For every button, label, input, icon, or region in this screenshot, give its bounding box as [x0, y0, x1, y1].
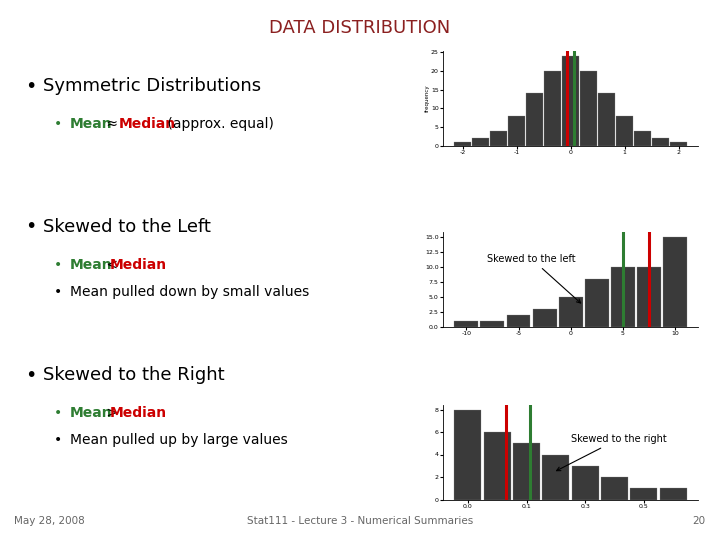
Text: ≈: ≈	[102, 117, 122, 131]
Text: DATA DISTRIBUTION: DATA DISTRIBUTION	[269, 19, 451, 37]
Bar	[526, 93, 543, 146]
Bar	[454, 409, 482, 500]
Bar	[585, 279, 608, 327]
Bar	[663, 237, 687, 327]
Bar	[652, 138, 669, 146]
Text: Median: Median	[110, 258, 167, 272]
Bar	[634, 131, 651, 146]
Bar	[598, 93, 615, 146]
Text: Stat111 - Lecture 3 - Numerical Summaries: Stat111 - Lecture 3 - Numerical Summarie…	[247, 516, 473, 526]
Bar	[472, 138, 489, 146]
Text: (approx. equal): (approx. equal)	[163, 117, 274, 131]
Bar	[562, 56, 579, 146]
Text: Mean: Mean	[70, 117, 112, 131]
Bar	[670, 142, 687, 146]
Bar	[480, 321, 505, 327]
Text: Mean pulled down by small values: Mean pulled down by small values	[70, 285, 309, 299]
Text: Skewed to the right: Skewed to the right	[557, 434, 666, 471]
Bar	[454, 142, 471, 146]
Y-axis label: frequency: frequency	[424, 85, 429, 112]
Text: Median: Median	[119, 117, 176, 131]
Bar	[533, 309, 557, 327]
Text: •: •	[54, 406, 62, 420]
Bar	[601, 477, 628, 500]
Bar	[616, 116, 633, 146]
Bar	[513, 443, 540, 500]
Text: Mean pulled up by large values: Mean pulled up by large values	[70, 433, 287, 447]
Text: >: >	[102, 406, 122, 420]
Bar	[636, 267, 661, 327]
Text: •: •	[54, 285, 62, 299]
Text: <: <	[102, 258, 122, 272]
Text: Skewed to the Right: Skewed to the Right	[43, 366, 225, 384]
Text: Skewed to the Left: Skewed to the Left	[43, 218, 211, 236]
Text: Median: Median	[110, 406, 167, 420]
Bar	[631, 488, 657, 500]
Bar	[544, 71, 561, 146]
Bar	[580, 71, 597, 146]
Bar	[660, 488, 687, 500]
Bar	[506, 315, 531, 327]
Bar	[542, 455, 570, 500]
Text: •: •	[54, 433, 62, 447]
Text: 20: 20	[693, 516, 706, 526]
Text: •: •	[54, 258, 62, 272]
Bar	[454, 321, 478, 327]
Text: Mean: Mean	[70, 258, 112, 272]
Bar	[559, 296, 582, 327]
Bar	[508, 116, 525, 146]
Text: •: •	[54, 117, 62, 131]
Text: Mean: Mean	[70, 406, 112, 420]
Bar	[611, 267, 635, 327]
Text: •: •	[25, 77, 37, 96]
Text: •: •	[25, 217, 37, 237]
Bar	[484, 432, 510, 500]
Text: Symmetric Distributions: Symmetric Distributions	[43, 77, 261, 96]
Bar	[490, 131, 507, 146]
Text: •: •	[25, 366, 37, 385]
Text: Skewed to the left: Skewed to the left	[487, 254, 580, 303]
Bar	[572, 465, 599, 500]
Text: May 28, 2008: May 28, 2008	[14, 516, 85, 526]
